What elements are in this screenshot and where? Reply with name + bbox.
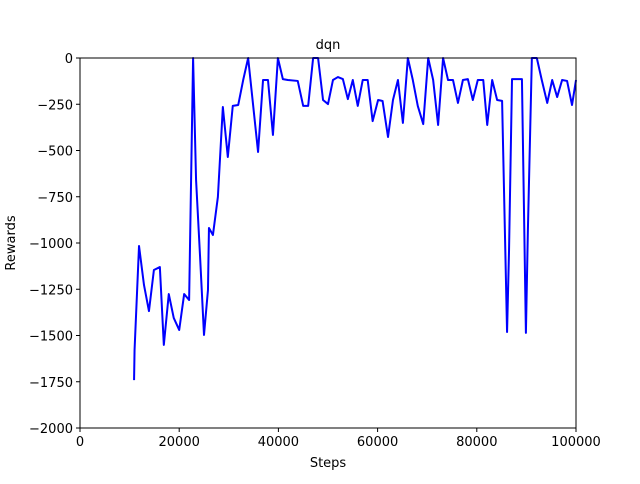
chart-title: dqn: [316, 38, 341, 53]
y-tick-label: 0: [65, 52, 73, 67]
y-tick-label: −750: [37, 191, 73, 206]
x-tick-label: 0: [76, 435, 84, 450]
plot-frame: [79, 57, 577, 429]
y-tick-label: −2000: [29, 422, 73, 437]
x-tick-label: 60000: [357, 435, 398, 450]
y-tick-label: −1000: [29, 237, 73, 252]
y-axis-label: Rewards: [4, 215, 19, 270]
x-tick-label: 40000: [258, 435, 299, 450]
x-tick-label: 100000: [551, 435, 601, 450]
line-series: [133, 57, 577, 381]
y-tick-label: −250: [37, 98, 73, 113]
y-tick-label: −1500: [29, 330, 73, 345]
y-tick-label: −1250: [29, 283, 73, 298]
x-axis-label: Steps: [310, 456, 347, 471]
x-tick-label: 80000: [456, 435, 497, 450]
x-tick-label: 20000: [159, 435, 200, 450]
y-tick-label: −500: [37, 145, 73, 160]
y-tick-label: −1750: [29, 376, 73, 391]
